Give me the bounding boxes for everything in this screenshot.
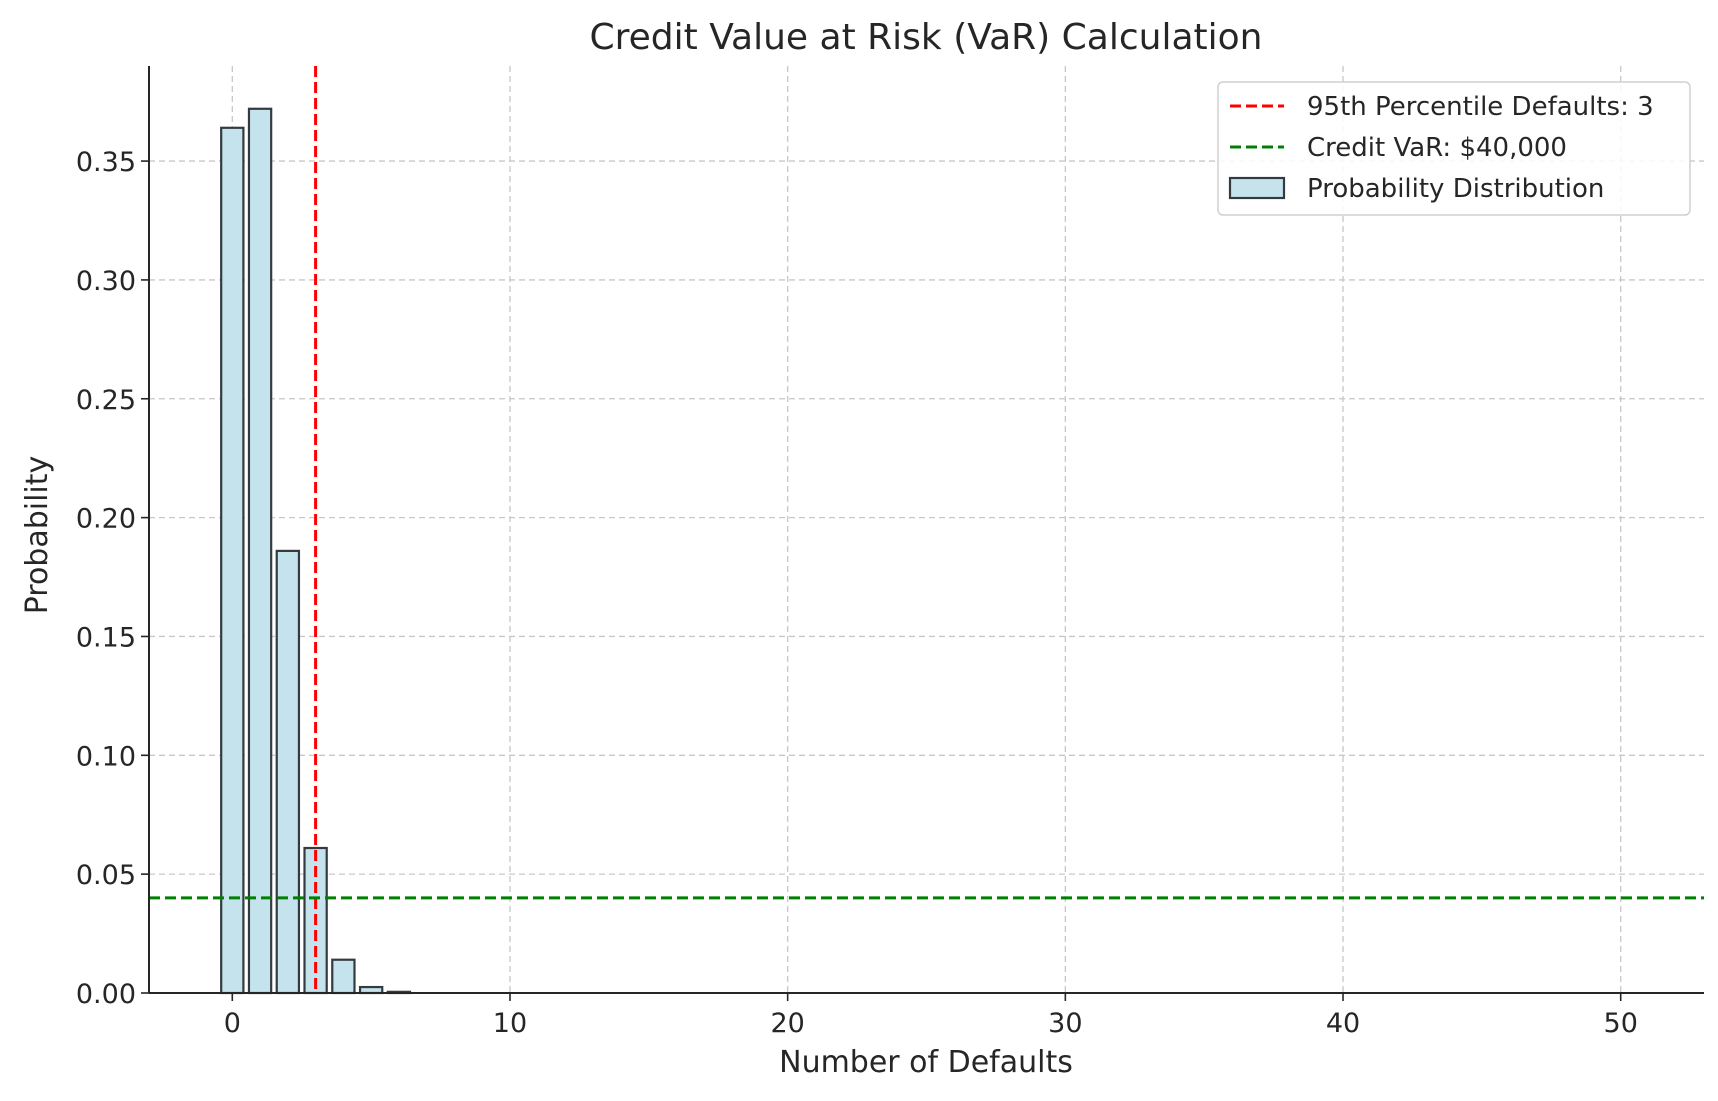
chart-title: Credit Value at Risk (VaR) Calculation xyxy=(590,17,1263,58)
legend-label: Credit VaR: $40,000 xyxy=(1307,133,1567,163)
y-tick-label: 0.35 xyxy=(76,147,136,178)
legend: 95th Percentile Defaults: 3 Credit VaR: $… xyxy=(1217,81,1691,216)
legend-box xyxy=(1217,81,1691,216)
y-tick-label: 0.20 xyxy=(76,504,136,535)
bar xyxy=(247,107,273,995)
y-tick-label: 0.10 xyxy=(76,741,136,772)
y-tick-label: 0.30 xyxy=(76,266,136,297)
bar xyxy=(275,549,301,995)
x-tick-label: 30 xyxy=(1048,1008,1082,1039)
reference-lines xyxy=(149,66,1704,993)
x-tick-label: 10 xyxy=(493,1008,527,1039)
y-axis-title: Probability xyxy=(20,456,55,615)
x-tick-label: 20 xyxy=(770,1008,804,1039)
legend-swatch-patch xyxy=(1228,176,1286,200)
bar xyxy=(220,126,245,995)
x-tick-label: 0 xyxy=(224,1008,241,1039)
y-tick-label: 0.25 xyxy=(76,385,136,416)
x-axis-title: Number of Defaults xyxy=(779,1045,1073,1080)
y-tick-label: 0.05 xyxy=(76,860,136,891)
ticks: 0 10 20 30 40 50 0.00 0.05 0.10 0.15 0.20 0.25 0.30 0… xyxy=(76,147,1638,1039)
legend-label: 95th Percentile Defaults: 3 xyxy=(1307,92,1654,122)
axes xyxy=(148,66,1704,994)
x-tick-label: 40 xyxy=(1326,1008,1360,1039)
y-tick-label: 0.00 xyxy=(76,979,136,1010)
legend-label: Probability Distribution xyxy=(1307,174,1604,204)
x-tick-label: 50 xyxy=(1604,1008,1638,1039)
grid xyxy=(149,66,1704,993)
bar xyxy=(331,958,356,995)
y-tick-label: 0.15 xyxy=(76,622,136,653)
